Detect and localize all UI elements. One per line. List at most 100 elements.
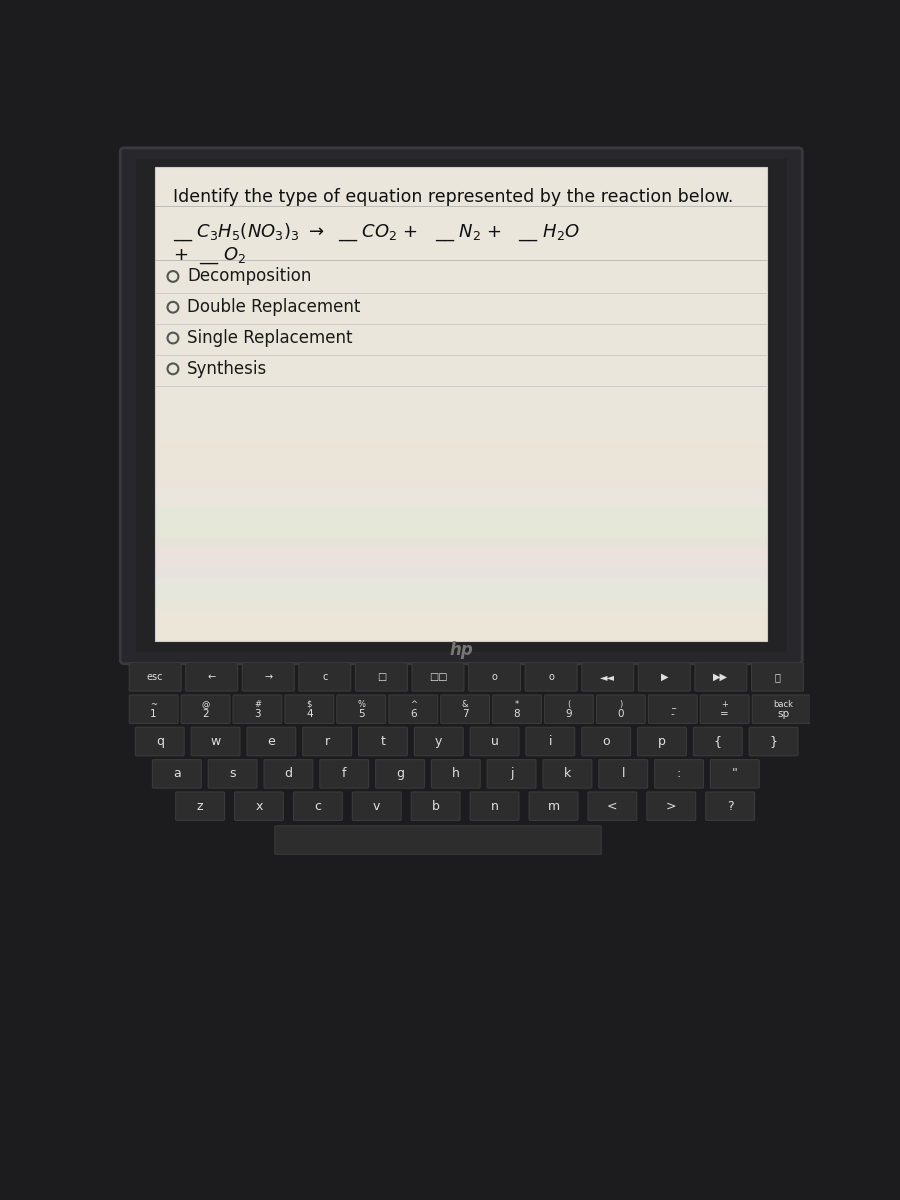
Text: __ $C_3H_5(NO_3)_3$ $\rightarrow$  __ $CO_2$ +   __ $N_2$ +   __ $H_2O$: __ $C_3H_5(NO_3)_3$ $\rightarrow$ __ $CO… xyxy=(173,221,580,242)
FancyBboxPatch shape xyxy=(135,727,184,756)
Text: Double Replacement: Double Replacement xyxy=(187,299,360,317)
FancyBboxPatch shape xyxy=(358,727,408,756)
FancyBboxPatch shape xyxy=(112,144,810,1068)
FancyBboxPatch shape xyxy=(299,662,351,691)
FancyBboxPatch shape xyxy=(176,792,224,821)
FancyBboxPatch shape xyxy=(706,792,754,821)
FancyBboxPatch shape xyxy=(185,662,238,691)
Text: Single Replacement: Single Replacement xyxy=(187,329,353,347)
FancyBboxPatch shape xyxy=(337,695,386,724)
Text: j: j xyxy=(510,767,513,780)
FancyBboxPatch shape xyxy=(526,662,577,691)
Text: esc: esc xyxy=(147,672,164,682)
Text: ^: ^ xyxy=(410,700,417,709)
FancyBboxPatch shape xyxy=(233,695,282,724)
FancyBboxPatch shape xyxy=(353,792,401,821)
FancyBboxPatch shape xyxy=(152,760,202,788)
Text: s: s xyxy=(230,767,236,780)
FancyBboxPatch shape xyxy=(598,760,648,788)
Text: o: o xyxy=(491,672,498,682)
Text: c: c xyxy=(314,799,321,812)
FancyBboxPatch shape xyxy=(191,727,240,756)
Text: n: n xyxy=(491,799,499,812)
Text: z: z xyxy=(197,799,203,812)
FancyBboxPatch shape xyxy=(375,760,425,788)
Text: =: = xyxy=(720,709,729,719)
Text: sp: sp xyxy=(778,709,789,719)
FancyBboxPatch shape xyxy=(638,662,690,691)
Text: ?: ? xyxy=(727,799,734,812)
FancyBboxPatch shape xyxy=(581,727,631,756)
Text: 9: 9 xyxy=(566,709,572,719)
Text: →: → xyxy=(265,672,273,682)
Text: {: { xyxy=(714,736,722,748)
Text: e: e xyxy=(267,736,275,748)
FancyBboxPatch shape xyxy=(470,792,519,821)
Text: □: □ xyxy=(377,672,386,682)
FancyBboxPatch shape xyxy=(136,160,787,653)
FancyBboxPatch shape xyxy=(320,760,369,788)
FancyBboxPatch shape xyxy=(752,662,804,691)
Text: o: o xyxy=(548,672,554,682)
FancyBboxPatch shape xyxy=(285,695,334,724)
Text: -: - xyxy=(671,709,675,719)
FancyBboxPatch shape xyxy=(487,760,536,788)
Text: *: * xyxy=(515,700,519,709)
Text: m: m xyxy=(547,799,560,812)
Text: u: u xyxy=(491,736,499,748)
FancyBboxPatch shape xyxy=(752,695,815,724)
FancyBboxPatch shape xyxy=(130,695,178,724)
Text: hp: hp xyxy=(449,641,473,659)
Text: <: < xyxy=(608,799,617,812)
FancyBboxPatch shape xyxy=(411,792,460,821)
FancyBboxPatch shape xyxy=(749,727,798,756)
FancyBboxPatch shape xyxy=(710,760,760,788)
Text: ▶: ▶ xyxy=(661,672,668,682)
FancyBboxPatch shape xyxy=(647,792,696,821)
FancyBboxPatch shape xyxy=(155,536,768,580)
Text: ←: ← xyxy=(208,672,216,682)
FancyBboxPatch shape xyxy=(700,695,749,724)
FancyBboxPatch shape xyxy=(637,727,687,756)
FancyBboxPatch shape xyxy=(544,695,593,724)
FancyBboxPatch shape xyxy=(469,662,520,691)
Text: @: @ xyxy=(202,700,210,709)
FancyBboxPatch shape xyxy=(389,695,437,724)
FancyBboxPatch shape xyxy=(155,568,768,610)
FancyBboxPatch shape xyxy=(654,760,704,788)
Text: □□: □□ xyxy=(428,672,447,682)
FancyBboxPatch shape xyxy=(412,662,464,691)
Text: 4: 4 xyxy=(306,709,312,719)
FancyBboxPatch shape xyxy=(414,727,464,756)
FancyBboxPatch shape xyxy=(155,167,768,641)
Text: k: k xyxy=(563,767,571,780)
FancyBboxPatch shape xyxy=(470,727,519,756)
FancyBboxPatch shape xyxy=(431,760,481,788)
FancyBboxPatch shape xyxy=(356,662,408,691)
Text: Synthesis: Synthesis xyxy=(187,360,267,378)
FancyBboxPatch shape xyxy=(155,599,768,641)
Text: x: x xyxy=(256,799,263,812)
Text: Decomposition: Decomposition xyxy=(187,268,311,286)
Text: #: # xyxy=(254,700,261,709)
Text: 6: 6 xyxy=(410,709,417,719)
Text: >: > xyxy=(666,799,677,812)
Text: o: o xyxy=(602,736,610,748)
FancyBboxPatch shape xyxy=(302,727,352,756)
Text: Identify the type of equation represented by the reaction below.: Identify the type of equation represente… xyxy=(173,188,734,206)
FancyBboxPatch shape xyxy=(264,760,313,788)
Text: +: + xyxy=(721,700,728,709)
Text: 7: 7 xyxy=(462,709,468,719)
Text: g: g xyxy=(396,767,404,780)
FancyBboxPatch shape xyxy=(130,662,181,691)
Text: 8: 8 xyxy=(514,709,520,719)
Text: }: } xyxy=(770,736,778,748)
FancyBboxPatch shape xyxy=(693,727,742,756)
Text: ◄◄: ◄◄ xyxy=(600,672,616,682)
Text: back: back xyxy=(774,700,794,709)
Text: 2: 2 xyxy=(202,709,209,719)
Text: 3: 3 xyxy=(254,709,261,719)
Text: ": " xyxy=(732,767,738,780)
Text: &: & xyxy=(462,700,468,709)
FancyBboxPatch shape xyxy=(155,506,768,548)
